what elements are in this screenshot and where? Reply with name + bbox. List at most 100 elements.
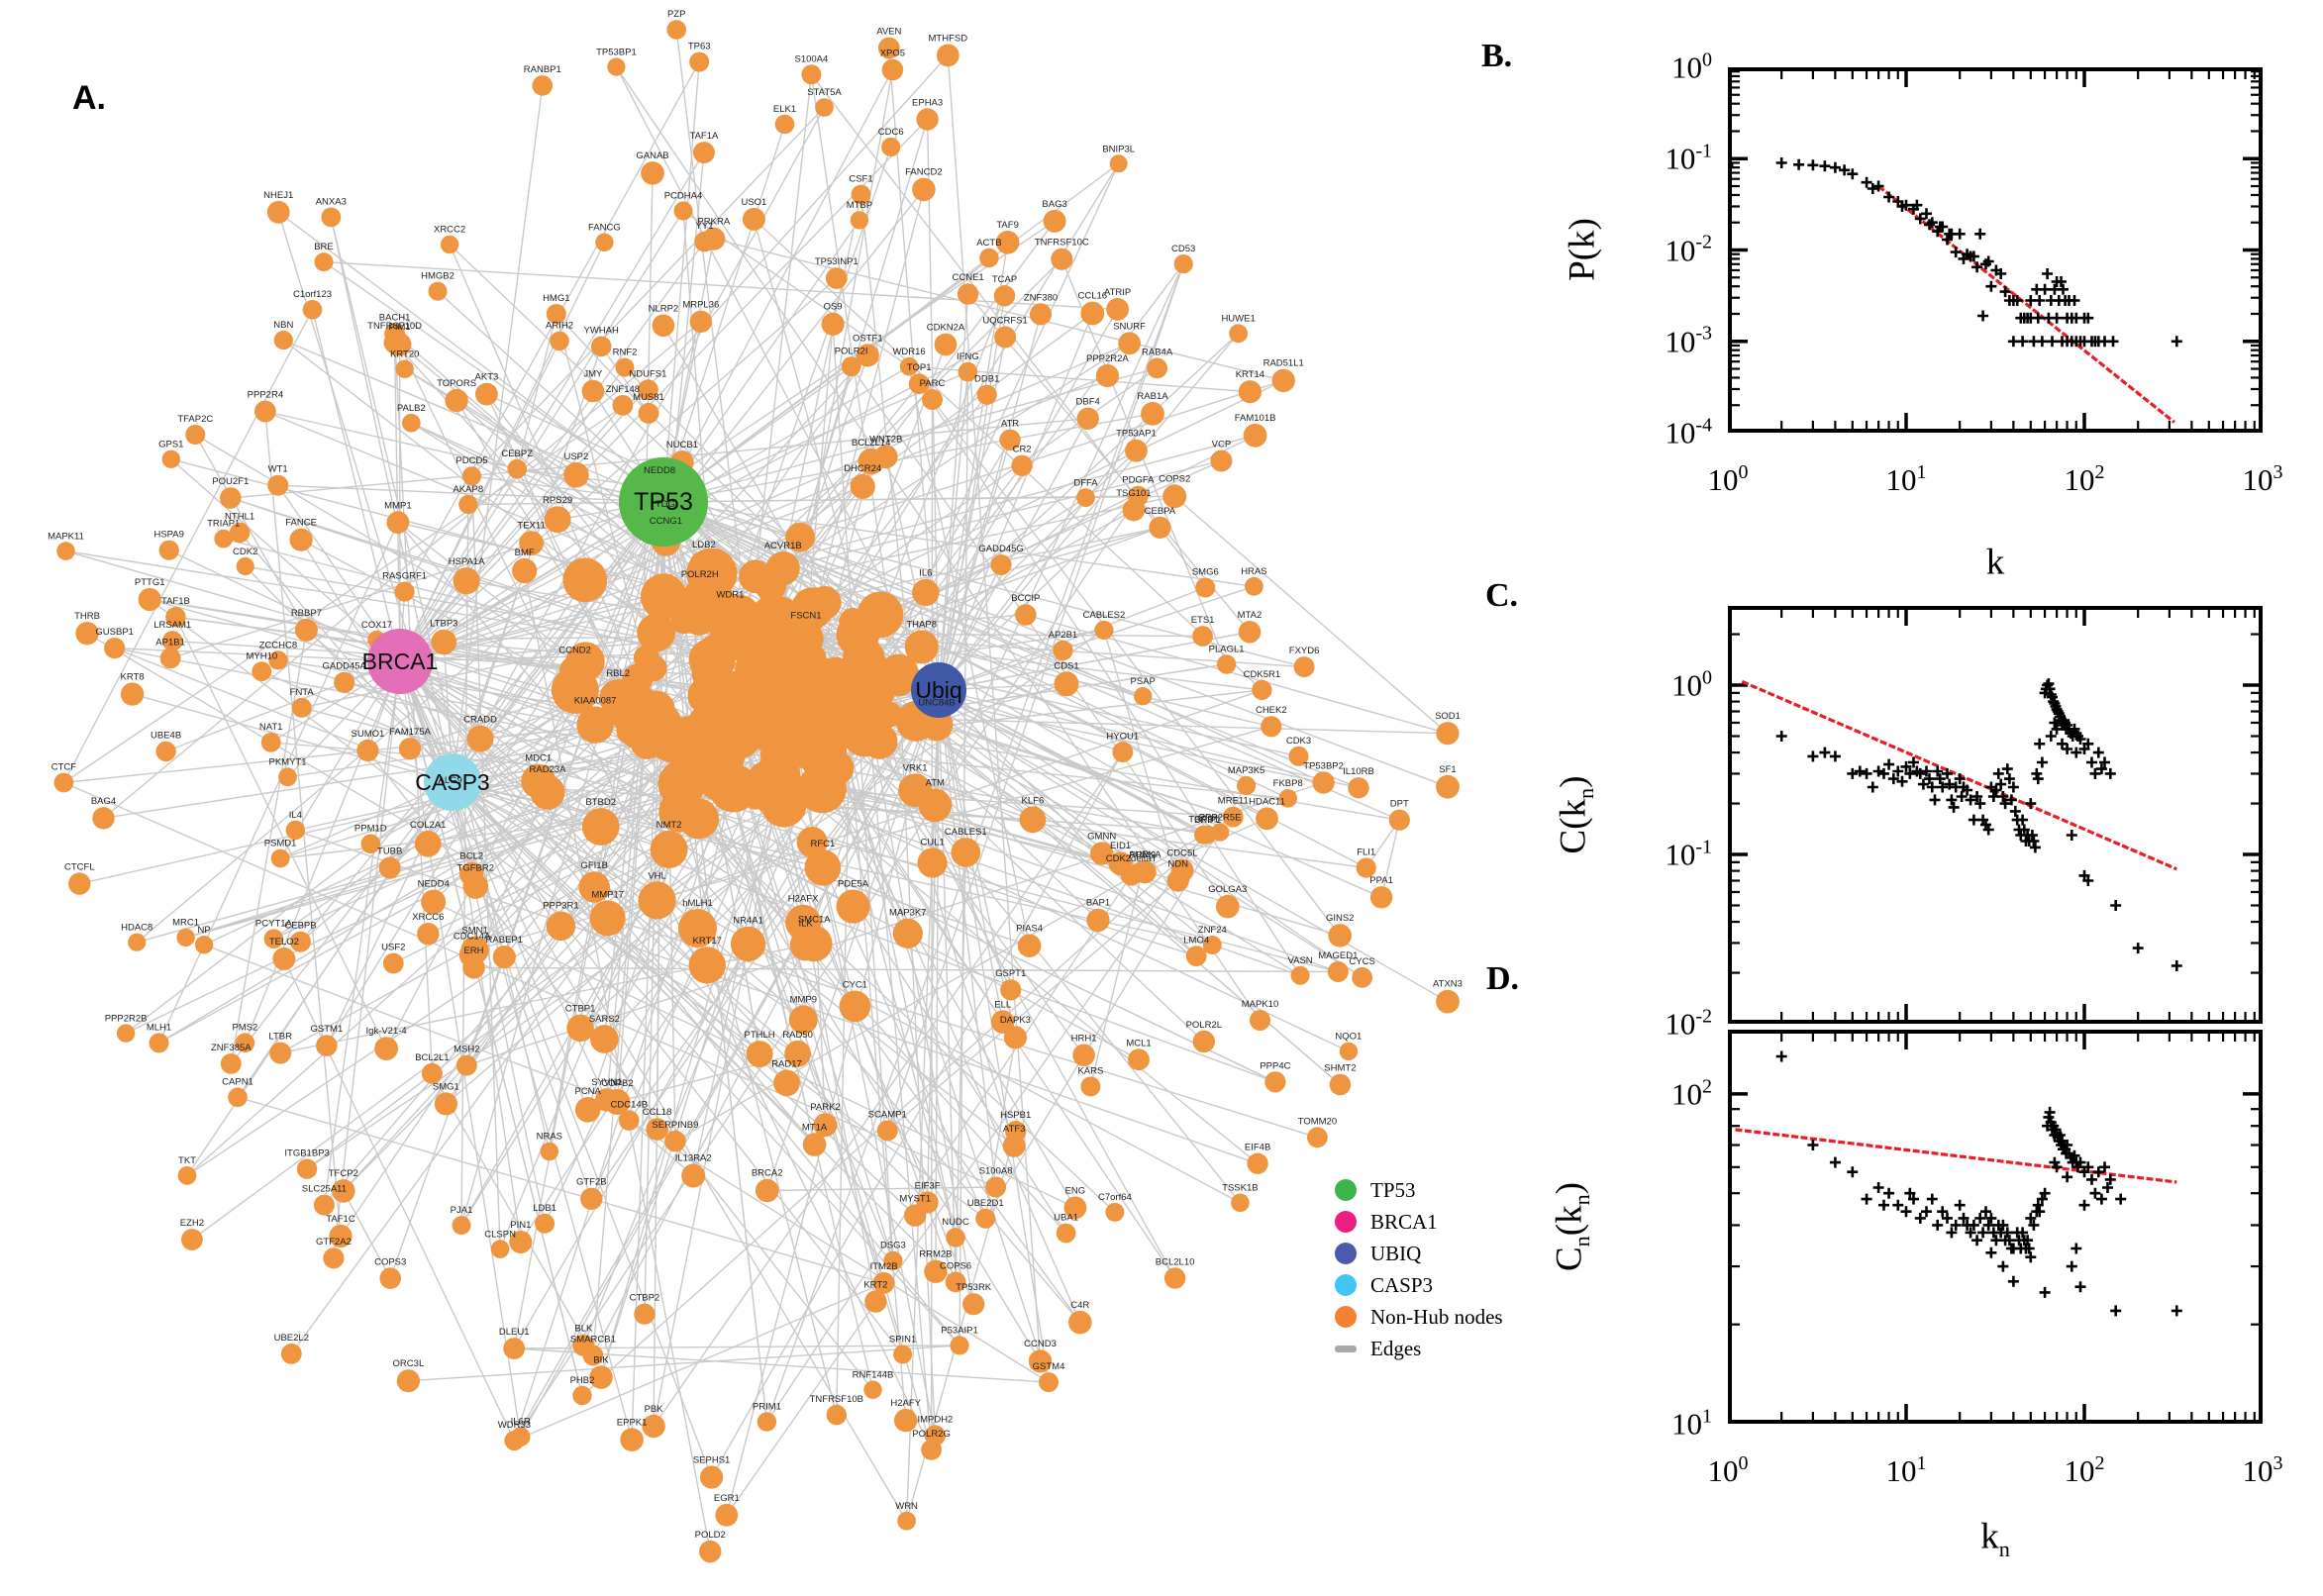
node-label: PSAP: [1131, 676, 1156, 687]
non-hub-node: [378, 856, 401, 879]
non-hub-node: [765, 667, 814, 716]
axis-title-y-B: P(k): [1562, 218, 1603, 281]
non-hub-node: [290, 931, 311, 952]
node-label: AVEN: [876, 27, 901, 38]
node-label: S100A8: [979, 1166, 1013, 1177]
non-hub-node: [607, 57, 626, 76]
non-hub-node: [1436, 722, 1460, 746]
non-hub-node: [785, 904, 822, 941]
node-label: GUSBP1: [95, 627, 134, 638]
node-label: IL10RB: [1343, 766, 1374, 777]
non-hub-node: [689, 51, 710, 72]
node-label: POU2F1: [212, 476, 249, 487]
non-hub-node: [715, 1503, 739, 1527]
node-label: MAPK11: [48, 531, 84, 542]
non-hub-node: [872, 1271, 895, 1294]
non-hub-node: [678, 909, 717, 948]
non-hub-node: [75, 622, 99, 646]
node-label: CRADD: [463, 715, 497, 726]
non-hub-node: [990, 554, 1012, 575]
node-label: AP1B1: [155, 638, 185, 648]
non-hub-node: [229, 522, 251, 544]
non-hub-node: [850, 473, 875, 499]
non-hub-node: [360, 834, 381, 854]
node-label: RBBP7: [291, 608, 322, 619]
non-hub-node: [1352, 966, 1372, 988]
network-nodes: [53, 20, 1460, 1563]
tick-exponent: 0: [1738, 460, 1749, 483]
non-hub-node: [104, 638, 126, 659]
non-hub-node: [296, 1158, 318, 1179]
node-label: KRT14: [1236, 369, 1264, 380]
non-hub-node: [714, 694, 742, 722]
non-hub-node: [615, 357, 635, 377]
non-hub-node: [1149, 516, 1171, 540]
non-hub-node: [1147, 357, 1167, 379]
non-hub-node: [1076, 488, 1095, 508]
non-hub-node: [877, 37, 900, 59]
tick-exponent: -2: [1695, 231, 1712, 253]
non-hub-node: [892, 918, 923, 948]
node-label: ACTB: [976, 238, 1001, 249]
tick-exponent: 1: [1702, 1405, 1712, 1428]
non-hub-node: [462, 873, 489, 899]
node-label: HYOU1: [1106, 731, 1139, 742]
node-label: TNFRSF10B: [810, 1394, 863, 1405]
node-label: UBE2L2: [274, 1333, 309, 1344]
plot-neighborhood-connectivity: [1728, 1030, 2263, 1424]
non-hub-node: [638, 881, 676, 920]
node-label: WT1: [268, 464, 288, 475]
non-hub-node: [589, 900, 626, 937]
non-hub-node: [815, 98, 834, 117]
non-hub-node: [1080, 301, 1105, 326]
non-hub-node: [755, 1178, 779, 1203]
non-hub-node: [1222, 806, 1244, 828]
node-label: ATR: [1001, 419, 1019, 430]
non-hub-node: [825, 267, 848, 289]
legend-item-label: TP53: [1370, 1177, 1416, 1202]
node-label: KRT8: [121, 672, 145, 683]
node-label: C4R: [1070, 1300, 1089, 1311]
node-label: TP53AP1: [1116, 429, 1157, 440]
non-hub-node: [976, 384, 997, 405]
non-hub-node: [881, 58, 904, 81]
node-label: KIAA0087: [574, 695, 617, 706]
node-label: BIK: [593, 1354, 609, 1365]
node-label: BTBD2: [585, 797, 616, 808]
non-hub-node: [1250, 1010, 1270, 1031]
non-hub-node: [595, 1088, 619, 1112]
non-hub-node: [396, 1369, 420, 1393]
non-hub-node: [673, 201, 693, 221]
node-label: MDC1: [525, 753, 552, 764]
non-hub-node: [512, 557, 538, 584]
node-label: ITM2B: [870, 1261, 898, 1272]
non-hub-node: [1015, 604, 1037, 626]
legend-item: BRCA1: [1335, 1206, 1503, 1238]
non-hub-node: [1106, 298, 1129, 321]
node-label: PDE5A: [838, 879, 869, 890]
non-hub-node: [1054, 671, 1079, 697]
node-label: PDGFA: [1122, 475, 1155, 486]
node-label: NDUFS1: [629, 368, 666, 379]
tick-exponent: 0: [1738, 1451, 1749, 1474]
non-hub-node: [666, 20, 686, 40]
non-hub-node: [753, 596, 787, 631]
node-label: THAP8: [906, 619, 937, 630]
node-label: CDK5R1: [1244, 669, 1281, 680]
non-hub-node: [475, 382, 498, 406]
non-hub-node: [1247, 1152, 1268, 1174]
non-hub-node: [702, 227, 726, 250]
node-label: C7orf64: [1098, 1192, 1132, 1203]
node-label: UNC84B: [918, 697, 956, 708]
non-hub-node: [1173, 254, 1193, 274]
non-hub-node: [917, 848, 948, 878]
non-hub-node: [883, 1250, 903, 1270]
non-hub-node: [1134, 687, 1153, 706]
legend-item-label: CASP3: [1370, 1272, 1434, 1297]
non-hub-node: [802, 1133, 827, 1156]
node-label: BCL2: [459, 851, 483, 862]
non-hub-node: [689, 550, 719, 580]
node-label: CDC14B: [611, 1099, 649, 1110]
node-label: FSCN1: [790, 611, 821, 622]
node-label: TAF1C: [326, 1214, 355, 1225]
